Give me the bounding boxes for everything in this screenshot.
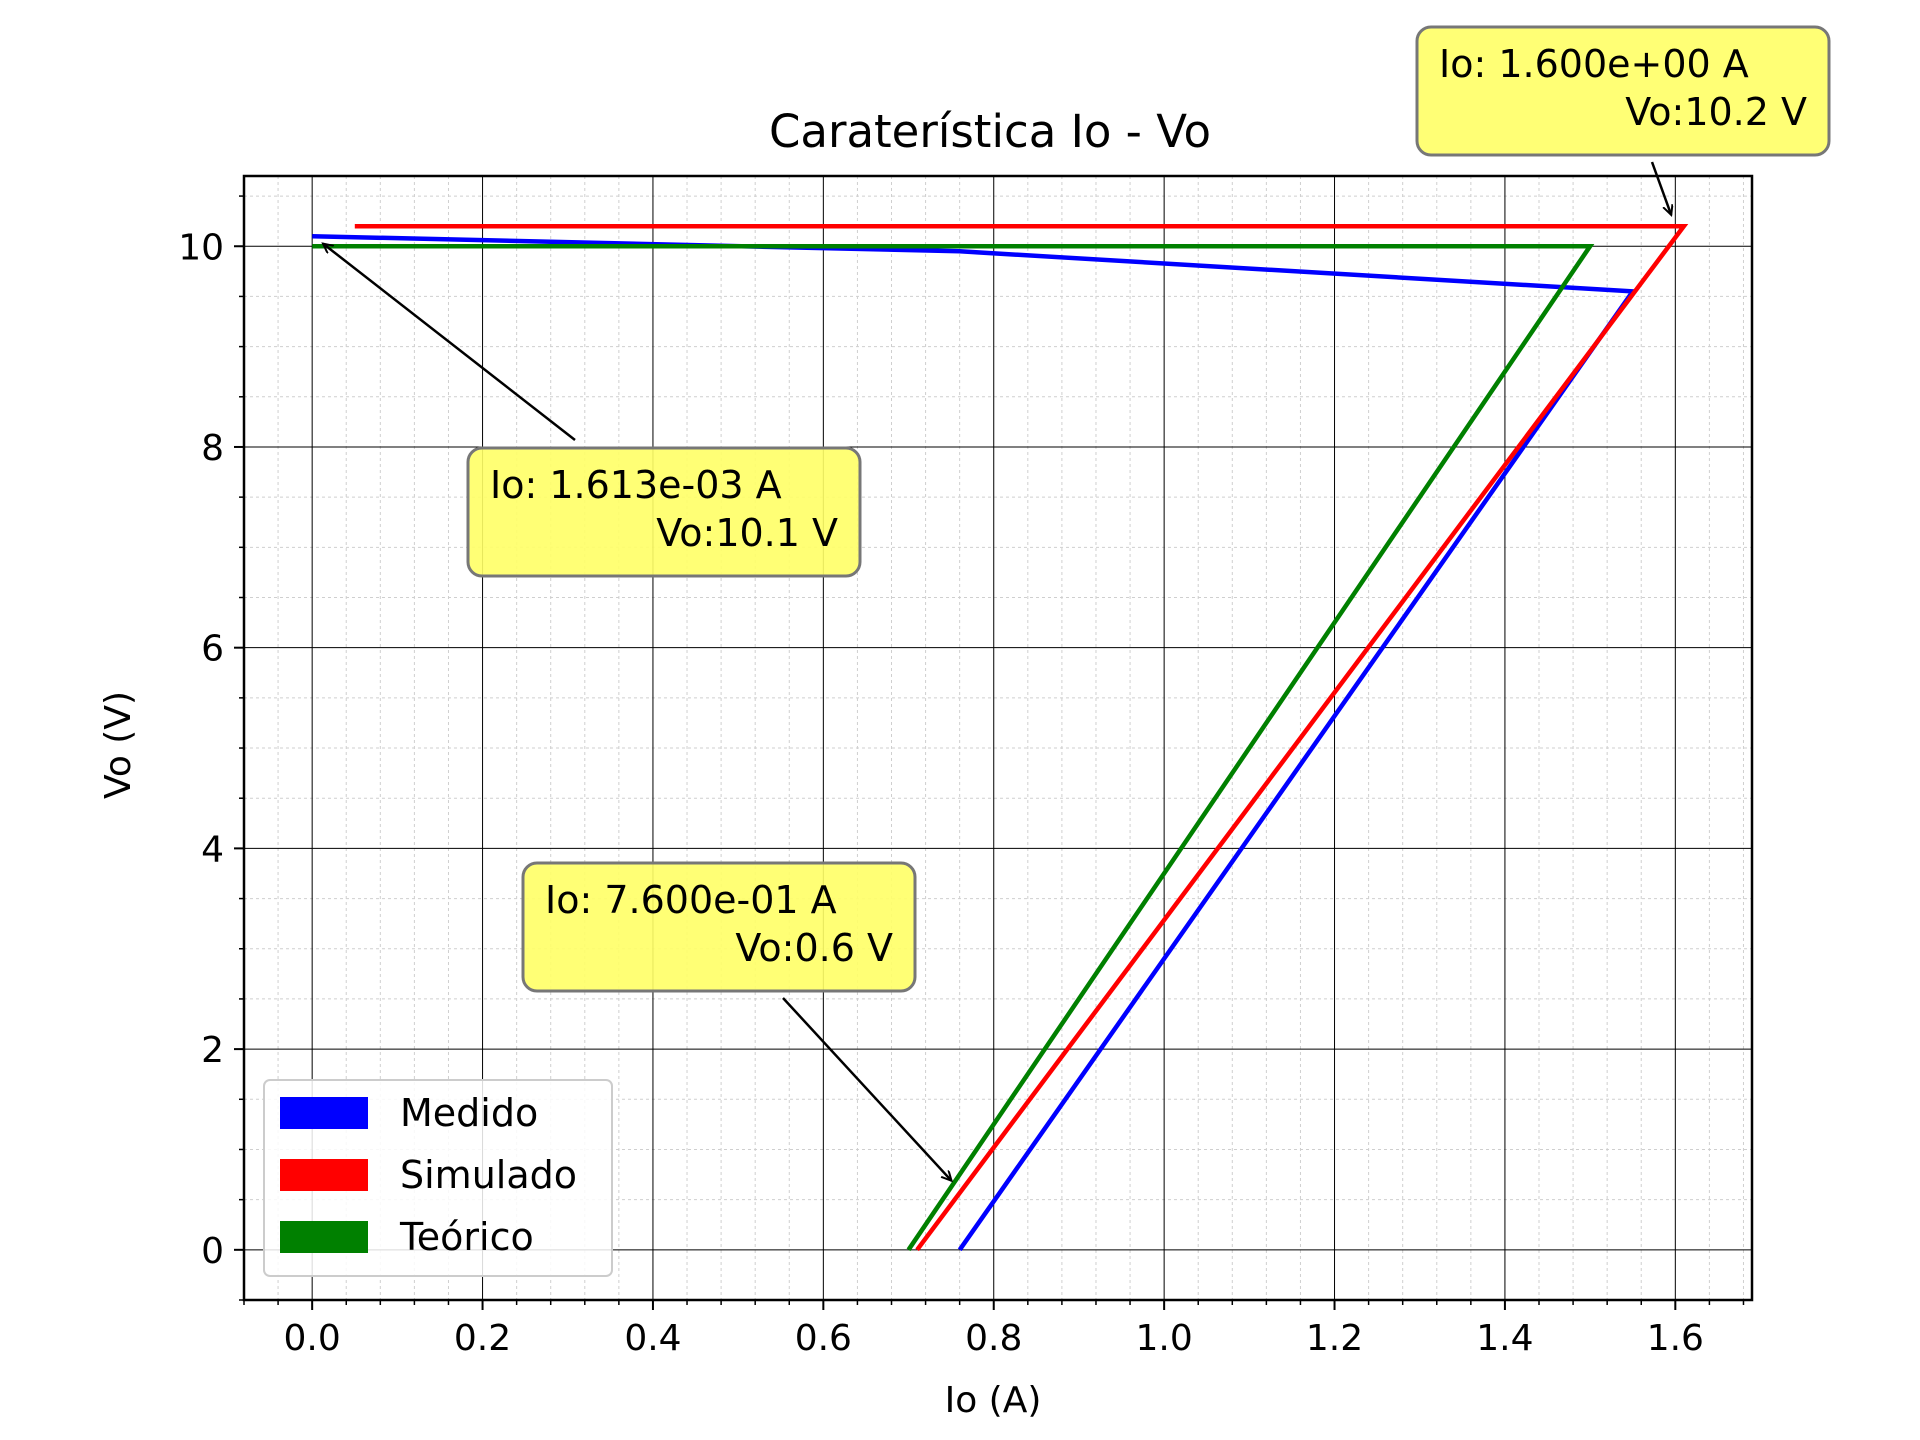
x-tick-label: 0.6	[795, 1318, 852, 1359]
annotation-arrow	[782, 997, 952, 1181]
y-tick-label: 10	[178, 227, 224, 268]
x-tick-label: 1.6	[1647, 1318, 1704, 1359]
y-axis-label: Vo (V)	[98, 691, 139, 799]
x-tick-label: 0.0	[284, 1318, 341, 1359]
annotation-box	[1415, 25, 1831, 157]
x-tick-label: 0.2	[454, 1318, 511, 1359]
annotation-line-vo: Vo:10.1 V	[656, 511, 838, 555]
series-line-simulado	[354, 223, 1689, 1252]
legend: Medido Simulado Teórico	[263, 1079, 613, 1277]
annotation-line-vo: Vo:10.2 V	[1625, 90, 1807, 134]
annotation-line-io: Io: 1.613e-03 A	[490, 463, 782, 507]
annotations: Io: 1.600e+00 AVo:10.2 VIo: 1.613e-03 AV…	[323, 25, 1831, 1181]
x-tick-label: 0.8	[965, 1318, 1022, 1359]
legend-swatch-te-rico	[280, 1221, 368, 1253]
axis-ticks: 0.0 0.2 0.4 0.6 0.8 1.0 1.2 1.4 1.6 0 2 4 6 8 10	[178, 195, 1745, 1359]
series-line-medido	[312, 233, 1637, 1252]
legend-swatch-simulado	[280, 1159, 368, 1191]
legend-label: Teórico	[399, 1215, 534, 1259]
legend-label: Simulado	[400, 1153, 577, 1197]
y-tick-label: 8	[201, 428, 224, 469]
series-lines	[312, 223, 1689, 1252]
annotation-box	[466, 446, 862, 578]
plot-frame	[242, 174, 1754, 1302]
y-tick-label: 6	[201, 629, 224, 670]
x-tick-label: 0.4	[624, 1318, 681, 1359]
y-tick-label: 0	[201, 1231, 224, 1272]
legend-label: Medido	[400, 1091, 538, 1135]
x-axis-label: Io (A)	[945, 1380, 1042, 1421]
annotation-arrow	[1650, 161, 1671, 215]
annotation-line-vo: Vo:0.6 V	[735, 926, 893, 970]
annotation-arrow	[323, 244, 576, 441]
annotation-box	[521, 861, 917, 993]
x-tick-label: 1.4	[1476, 1318, 1533, 1359]
series-line-te-rico	[312, 243, 1595, 1252]
y-tick-label: 4	[201, 829, 224, 870]
legend-swatch-medido	[280, 1097, 368, 1129]
chart-title: Caraterística Io - Vo	[769, 105, 1211, 158]
annotation-line-io: Io: 7.600e-01 A	[545, 878, 837, 922]
x-tick-label: 1.2	[1306, 1318, 1363, 1359]
x-tick-label: 1.0	[1136, 1318, 1193, 1359]
annotation-line-io: Io: 1.600e+00 A	[1439, 42, 1749, 86]
y-tick-label: 2	[201, 1030, 224, 1071]
